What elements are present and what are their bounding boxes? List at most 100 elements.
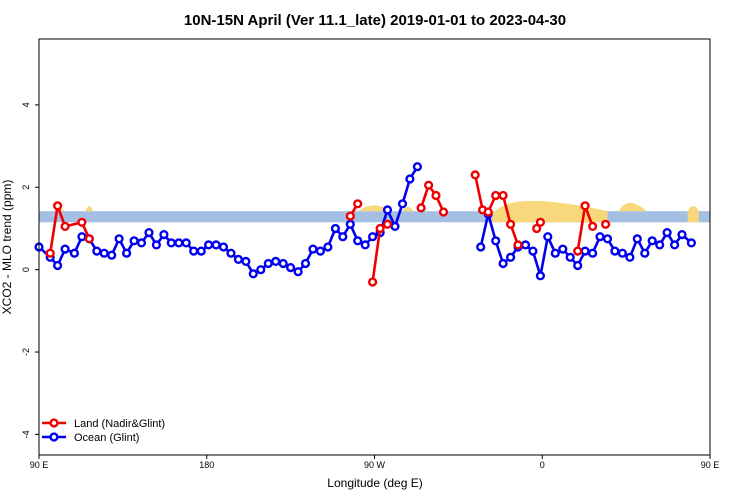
x-tick-label: 90 E bbox=[701, 460, 720, 470]
data-point bbox=[632, 234, 642, 244]
legend-label: Land (Nadir&Glint) bbox=[74, 418, 165, 430]
data-point bbox=[397, 199, 408, 209]
data-point bbox=[662, 228, 672, 238]
data-point bbox=[558, 244, 568, 254]
data-point bbox=[506, 252, 516, 262]
data-point bbox=[470, 170, 480, 180]
legend-marker bbox=[49, 418, 59, 428]
data-point bbox=[271, 256, 281, 267]
data-point bbox=[99, 248, 109, 258]
data-point bbox=[60, 244, 70, 254]
band-land-bump bbox=[85, 206, 94, 212]
data-point bbox=[602, 234, 613, 244]
data-point bbox=[368, 277, 378, 287]
reference-band bbox=[39, 200, 710, 223]
data-point bbox=[345, 219, 355, 229]
data-point bbox=[405, 174, 415, 184]
data-point bbox=[498, 258, 508, 269]
chart-title: 10N-15N April (Ver 11.1_late) 2019-01-01… bbox=[184, 12, 566, 29]
data-point bbox=[550, 248, 560, 258]
data-point bbox=[647, 236, 657, 246]
data-point bbox=[353, 199, 363, 209]
data-point bbox=[181, 238, 191, 248]
y-tick-label: 0 bbox=[21, 267, 31, 272]
data-point bbox=[390, 221, 400, 232]
data-point bbox=[52, 260, 63, 271]
y-axis: -4 -2 0 2 4 bbox=[21, 102, 39, 438]
band-ocean bbox=[39, 211, 710, 223]
data-point bbox=[513, 240, 523, 250]
data-point bbox=[424, 180, 434, 190]
x-tick-label: 180 bbox=[199, 460, 214, 470]
data-point bbox=[532, 223, 542, 234]
data-point bbox=[520, 240, 531, 250]
y-tick-label: 4 bbox=[21, 102, 31, 107]
data-point bbox=[226, 248, 236, 258]
legend-item: Land (Nadir&Glint) bbox=[42, 418, 165, 430]
data-point bbox=[580, 246, 590, 256]
data-point bbox=[543, 232, 553, 242]
data-point bbox=[625, 252, 635, 262]
data-point bbox=[218, 242, 229, 252]
data-point bbox=[573, 260, 583, 271]
data-point bbox=[315, 246, 326, 256]
data-point bbox=[144, 228, 154, 238]
data-point bbox=[77, 217, 87, 227]
data-point bbox=[248, 269, 258, 279]
data-point bbox=[278, 258, 288, 269]
data-point bbox=[438, 207, 449, 217]
data-point bbox=[166, 238, 176, 248]
data-point bbox=[114, 234, 124, 244]
data-point bbox=[677, 230, 687, 240]
data-point bbox=[587, 221, 598, 232]
data-point bbox=[491, 236, 501, 246]
y-axis-label: XCO2 - MLO trend (ppm) bbox=[0, 180, 14, 315]
data-point bbox=[610, 246, 620, 256]
data-point bbox=[338, 232, 348, 242]
data-point bbox=[535, 271, 546, 281]
data-point bbox=[308, 244, 318, 254]
data-point bbox=[382, 205, 393, 215]
band-land-bump bbox=[357, 205, 392, 212]
data-point bbox=[300, 258, 311, 269]
data-point bbox=[233, 254, 244, 265]
data-point bbox=[587, 248, 598, 258]
data-point bbox=[92, 246, 102, 256]
data-point bbox=[77, 232, 87, 242]
legend-marker bbox=[49, 432, 59, 442]
data-point bbox=[655, 240, 665, 250]
data-point bbox=[669, 240, 680, 250]
data-point bbox=[412, 162, 423, 172]
data-point bbox=[498, 190, 508, 201]
data-point bbox=[129, 236, 139, 246]
legend-item: Ocean (Glint) bbox=[42, 432, 139, 444]
series-line bbox=[419, 183, 445, 213]
data-point bbox=[491, 190, 501, 201]
data-point bbox=[52, 201, 63, 211]
x-tick-label: 0 bbox=[540, 460, 545, 470]
data-point bbox=[565, 252, 575, 262]
data-point bbox=[345, 211, 355, 221]
data-point bbox=[211, 240, 221, 250]
data-point bbox=[196, 246, 206, 256]
data-point bbox=[360, 240, 370, 250]
data-point bbox=[595, 232, 605, 242]
data-point bbox=[353, 236, 363, 246]
band-land-segment bbox=[687, 211, 699, 223]
data-point bbox=[241, 256, 251, 267]
band-land-segment bbox=[491, 211, 608, 223]
data-point bbox=[107, 250, 117, 260]
data-point bbox=[640, 248, 650, 258]
y-tick-label: -4 bbox=[21, 430, 31, 438]
data-point bbox=[45, 248, 55, 258]
data-point bbox=[375, 223, 385, 234]
x-axis-label: Longitude (deg E) bbox=[327, 476, 422, 490]
data-point bbox=[617, 248, 628, 258]
band-land-bump bbox=[402, 207, 414, 212]
data-point bbox=[293, 267, 303, 277]
data-point bbox=[600, 219, 611, 229]
y-tick-label: 2 bbox=[21, 185, 31, 190]
data-point bbox=[159, 230, 169, 240]
data-point bbox=[330, 223, 341, 234]
